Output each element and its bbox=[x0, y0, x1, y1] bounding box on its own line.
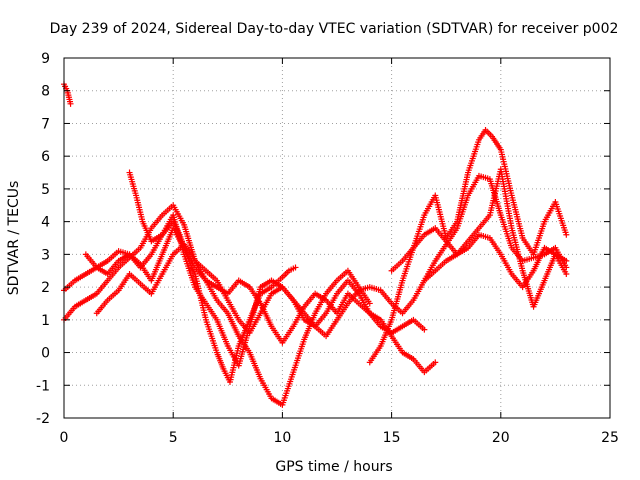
data-point bbox=[67, 100, 74, 107]
data-point bbox=[366, 300, 373, 307]
y-tick-label: -2 bbox=[36, 411, 50, 427]
data-point bbox=[563, 231, 570, 238]
x-tick-label: 10 bbox=[273, 430, 291, 446]
y-tick-label: 2 bbox=[41, 280, 50, 296]
y-tick-label: -1 bbox=[36, 378, 50, 394]
data-point bbox=[421, 326, 428, 333]
y-tick-label: 6 bbox=[41, 149, 50, 165]
series-track-f bbox=[61, 212, 428, 369]
y-tick-label: 5 bbox=[41, 182, 50, 198]
y-tick-label: 1 bbox=[41, 313, 50, 329]
data-point bbox=[563, 271, 570, 277]
chart-title: Day 239 of 2024, Sidereal Day-to-day VTE… bbox=[50, 21, 619, 37]
y-axis-label: SDTVAR / TECUs bbox=[6, 181, 22, 296]
x-tick-label: 15 bbox=[383, 430, 401, 446]
data-points bbox=[61, 81, 570, 408]
data-point bbox=[292, 264, 299, 271]
y-tick-label: 7 bbox=[41, 116, 50, 132]
data-point bbox=[563, 257, 570, 264]
y-tick-label: 8 bbox=[41, 84, 50, 100]
y-tick-label: 4 bbox=[41, 215, 50, 231]
y-tick-label: 3 bbox=[41, 247, 50, 263]
data-point bbox=[432, 359, 439, 366]
series-track-i bbox=[421, 166, 570, 310]
y-tick-label: 0 bbox=[41, 346, 50, 362]
x-tick-label: 20 bbox=[492, 430, 510, 446]
y-axis: -2 -1 0 1 2 3 4 5 6 7 8 9 bbox=[36, 51, 610, 427]
y-tick-label: 9 bbox=[41, 51, 50, 67]
series-track-a bbox=[61, 81, 74, 107]
x-axis-label: GPS time / hours bbox=[275, 459, 392, 475]
x-tick-label: 5 bbox=[169, 430, 178, 446]
x-tick-label: 25 bbox=[601, 430, 619, 446]
x-axis: 0 5 10 15 20 25 bbox=[60, 58, 619, 446]
series-track-b bbox=[61, 202, 373, 408]
grid bbox=[64, 58, 610, 418]
x-tick-label: 0 bbox=[60, 430, 69, 446]
plot-frame bbox=[63, 57, 611, 419]
series-track-e bbox=[93, 172, 570, 340]
